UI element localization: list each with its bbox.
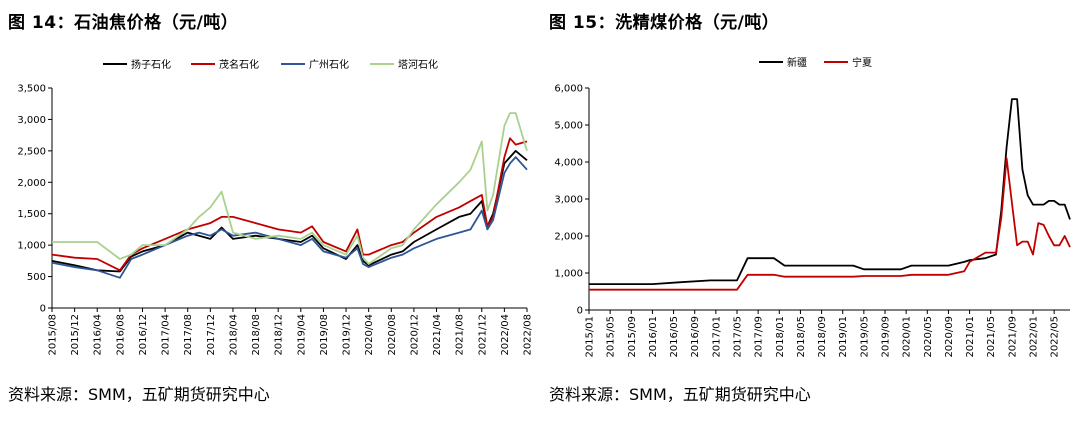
x-tick-label: 2021/12 — [477, 314, 488, 356]
legend-label: 塔河石化 — [398, 58, 438, 71]
left-figure-title: 图 14：石油焦价格（元/吨） — [8, 13, 239, 33]
x-tick-label: 2016/04 — [93, 314, 104, 356]
x-tick-label: 2020/04 — [364, 314, 375, 356]
y-tick-label: 6,000 — [554, 84, 583, 95]
y-tick-label: 2,000 — [554, 232, 583, 243]
x-tick-label: 2018/04 — [228, 314, 239, 356]
x-tick-label: 2016/08 — [115, 314, 126, 356]
y-tick-label: 5,000 — [554, 121, 583, 132]
x-tick-label: 2021/08 — [455, 314, 466, 356]
x-tick-label: 2022/05 — [1050, 316, 1061, 358]
y-tick-label: 2,000 — [17, 178, 46, 189]
x-tick-label: 2022/04 — [500, 314, 511, 356]
series-line-2 — [51, 137, 528, 272]
left-figure-panel: 图 14：石油焦价格（元/吨） 0 500 1,000 1,500 2,000 2,500… — [8, 13, 534, 404]
x-tick-label: 2015/05 — [606, 316, 617, 358]
legend-label: 广州石化 — [309, 58, 349, 71]
x-tick-label: 2018/09 — [817, 316, 828, 358]
x-tick-label: 2016/12 — [138, 314, 149, 356]
y-tick-label: 1,500 — [17, 209, 46, 220]
x-tick-label: 2016/09 — [690, 316, 701, 358]
y-tick-label: 3,000 — [554, 195, 583, 206]
x-tick-label: 2019/01 — [838, 316, 849, 358]
x-tick-label: 2015/08 — [48, 314, 59, 356]
y-tick-label: 1,000 — [554, 269, 583, 280]
legend-label: 宁夏 — [852, 56, 872, 69]
x-tick-label: 2017/04 — [161, 314, 172, 356]
x-tick-label: 2020/08 — [387, 314, 398, 356]
x-tick-label: 2018/08 — [251, 314, 262, 356]
right-figure-title: 图 15：洗精煤价格（元/吨） — [549, 13, 780, 33]
x-tick-label: 2016/05 — [669, 316, 680, 358]
y-tick-label: 3,000 — [17, 115, 46, 126]
petroleum-coke-price-chart: 0 500 1,000 1,500 2,000 2,500 3,000 3,500 2015/0… — [17, 58, 534, 356]
y-tick-label: 1,000 — [17, 241, 46, 252]
x-tick-label: 2020/09 — [944, 316, 955, 358]
series-line-3 — [51, 156, 528, 279]
x-tick-label: 2017/12 — [206, 314, 217, 356]
x-tick-label: 2019/04 — [296, 314, 307, 356]
legend-label: 扬子石化 — [131, 58, 171, 71]
y-tick-label: 0 — [577, 306, 583, 317]
y-tick-label: 500 — [27, 272, 46, 283]
x-tick-label: 2015/01 — [585, 316, 596, 358]
x-tick-label: 2020/12 — [409, 314, 420, 356]
legend-label: 茂名石化 — [219, 58, 259, 71]
x-tick-label: 2021/05 — [986, 316, 997, 358]
x-tick-label: 2017/01 — [711, 316, 722, 358]
x-tick-label: 2021/04 — [432, 314, 443, 356]
legend-label: 新疆 — [787, 56, 807, 69]
x-tick-label: 2021/09 — [1007, 316, 1018, 358]
right-figure-panel: 图 15：洗精煤价格（元/吨） 0 1,000 2,000 3,000 4,000 5,0… — [545, 0, 1080, 423]
y-tick-label: 0 — [40, 304, 46, 315]
x-tick-label: 2017/05 — [733, 316, 744, 358]
x-tick-label: 2015/09 — [627, 316, 638, 358]
x-tick-label: 2022/01 — [1029, 316, 1040, 358]
y-tick-label: 4,000 — [554, 158, 583, 169]
x-tick-label: 2017/09 — [754, 316, 765, 358]
y-tick-label: 2,500 — [17, 146, 46, 157]
series-line-4 — [52, 112, 528, 265]
x-tick-label: 2020/01 — [902, 316, 913, 358]
x-tick-label: 2018/12 — [274, 314, 285, 356]
series-line-1 — [589, 98, 1071, 286]
right-figure-source: 资料来源：SMM，五矿期货研究中心 — [549, 385, 811, 404]
x-tick-label: 2019/09 — [881, 316, 892, 358]
x-tick-label: 2019/05 — [859, 316, 870, 358]
x-tick-label: 2015/12 — [70, 314, 81, 356]
x-tick-label: 2021/01 — [965, 316, 976, 358]
x-tick-label: 2018/01 — [775, 316, 786, 358]
x-tick-label: 2016/01 — [648, 316, 659, 358]
y-tick-label: 3,500 — [17, 84, 46, 95]
washed-coking-coal-price-chart: 0 1,000 2,000 3,000 4,000 5,000 6,000 2015/01 20… — [554, 56, 1071, 358]
x-tick-label: 2020/05 — [923, 316, 934, 358]
series-line-1 — [51, 150, 528, 273]
series-line-2 — [589, 157, 1071, 291]
x-tick-label: 2019/12 — [342, 314, 353, 356]
x-tick-label: 2017/08 — [183, 314, 194, 356]
x-tick-label: 2019/08 — [319, 314, 330, 356]
x-tick-label: 2022/08 — [523, 314, 534, 356]
x-tick-label: 2018/05 — [796, 316, 807, 358]
left-figure-source: 资料来源：SMM，五矿期货研究中心 — [8, 385, 270, 404]
